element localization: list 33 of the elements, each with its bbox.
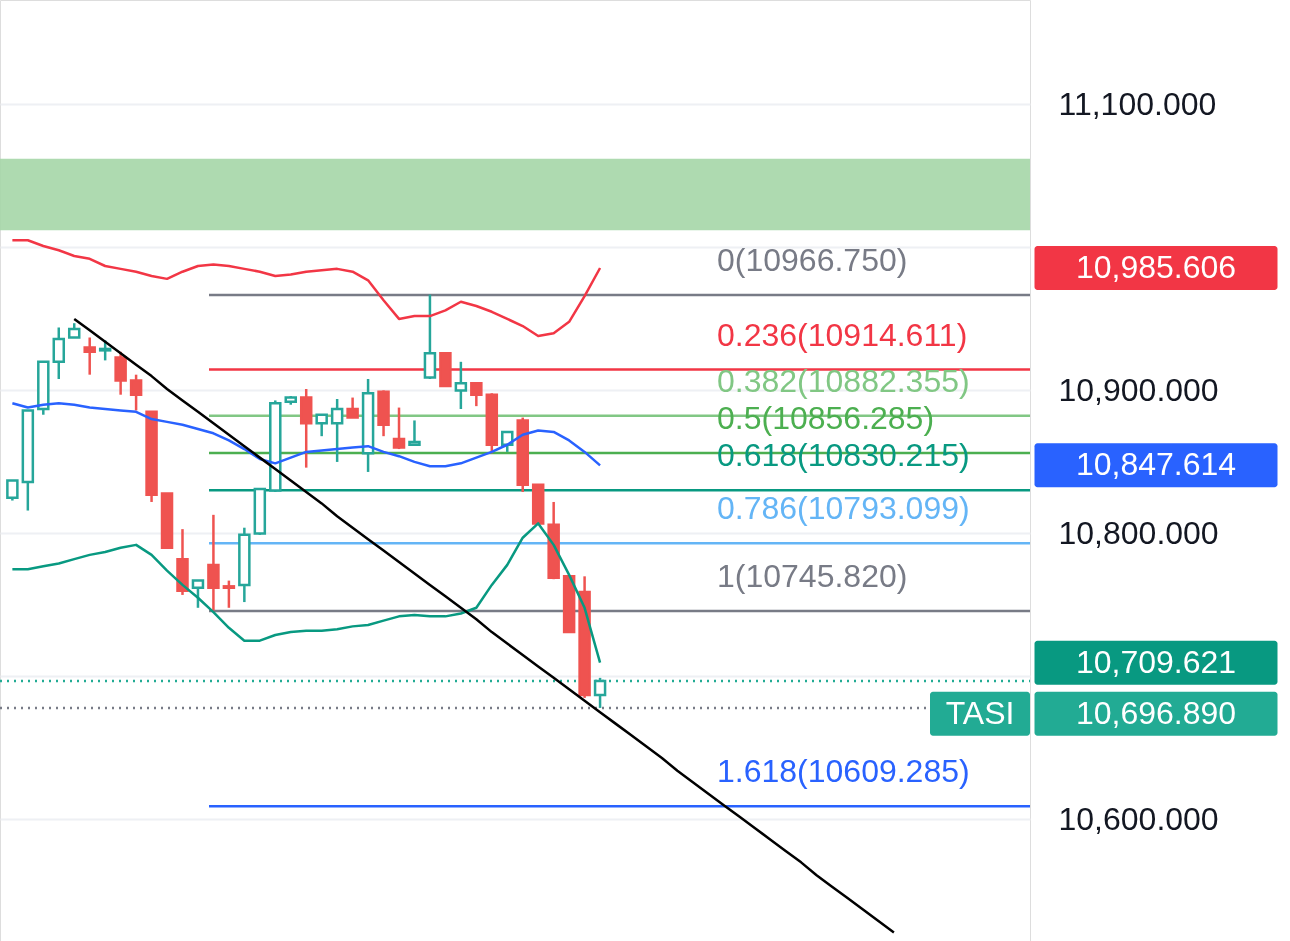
candlestick	[330, 397, 344, 464]
candlestick	[392, 406, 406, 451]
candlestick	[207, 513, 220, 612]
candlestick	[222, 579, 236, 610]
ref-line-label: 0.786(10793.099)	[717, 490, 970, 527]
text: 10,985.606	[1075, 248, 1237, 285]
ref-line-label: 0.382(10882.355)	[717, 362, 970, 399]
candlestick	[52, 326, 66, 381]
candlestick	[593, 676, 607, 710]
ref-line-label: 0(10966.750)	[717, 241, 908, 278]
y-tick-label: 10,800.000	[1058, 514, 1219, 551]
candlestick	[346, 396, 359, 419]
ref-line-label: 0.236(10914.611)	[717, 316, 968, 353]
line-series	[11, 402, 602, 468]
candlestick	[454, 360, 468, 411]
text: 10,709.621	[1075, 643, 1237, 680]
line-series	[11, 239, 602, 338]
annotation: TASI	[945, 694, 1015, 731]
y-tick-label: 10,900.000	[1058, 371, 1219, 408]
y-tick-label: 10,600.000	[1058, 800, 1219, 837]
text: 10,696.890	[1075, 694, 1237, 731]
candlestick	[129, 373, 143, 412]
candlestick	[315, 413, 328, 438]
ref-line-label: 1.618(10609.285)	[717, 753, 970, 790]
candlestick	[191, 579, 205, 610]
candlestick	[408, 419, 421, 447]
candlestick	[470, 382, 483, 408]
line-series	[11, 522, 602, 664]
ref-line-label: 1(10745.820)	[717, 557, 908, 594]
candlestick	[6, 479, 19, 502]
y-tick-label: 11,100.000	[1058, 85, 1217, 122]
text: 10,847.614	[1075, 446, 1237, 483]
candlestick	[83, 336, 96, 376]
